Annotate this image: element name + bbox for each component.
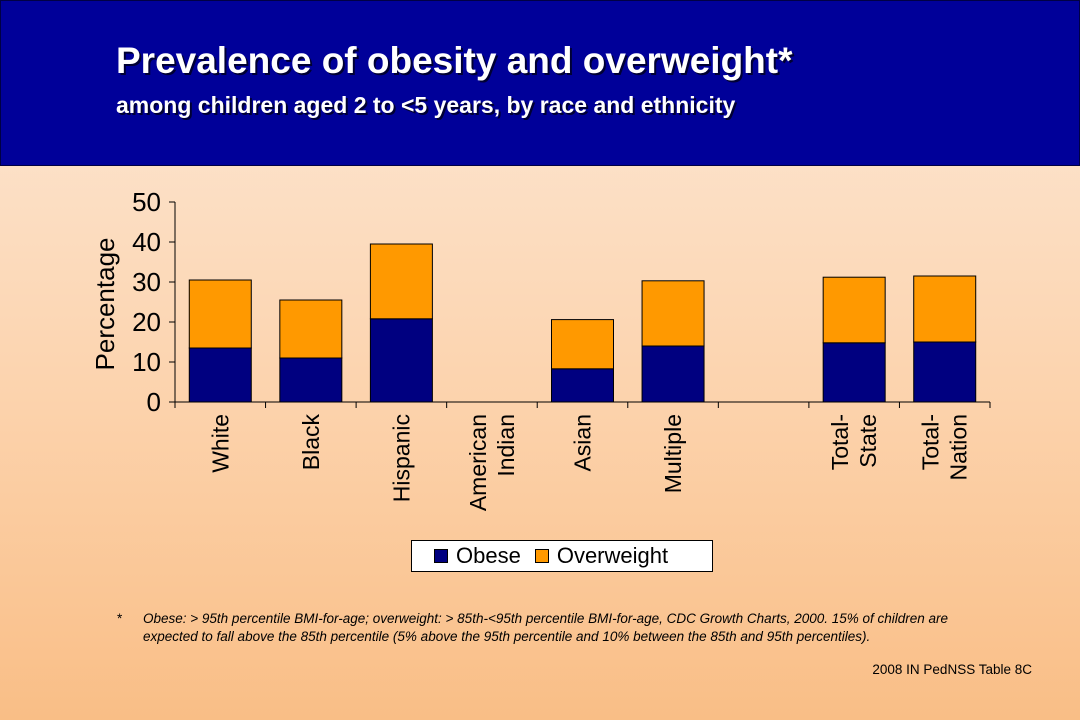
- x-tick-label: Asian: [570, 414, 596, 472]
- y-tick-label: 10: [132, 347, 161, 377]
- bar-overweight-black: [279, 299, 343, 359]
- source-citation: 2008 IN PedNSS Table 8C: [872, 662, 1032, 677]
- footnote-marker: *: [117, 611, 123, 626]
- legend-swatch-overweight: [534, 549, 549, 563]
- x-tick-label: Nation: [946, 414, 972, 480]
- page-title: Prevalence of obesity and overweight*: [116, 40, 793, 81]
- page-subtitle: among children aged 2 to <5 years, by ra…: [116, 92, 736, 118]
- bar-obese-multiple: [641, 345, 705, 403]
- y-tick-label: 50: [132, 187, 161, 217]
- y-axis-label: Percentage: [90, 238, 120, 371]
- bar-obese-white: [188, 347, 252, 403]
- x-tick-label: Total-: [918, 414, 944, 470]
- bar-overweight-hispanic: [369, 243, 433, 320]
- x-tick-label: White: [207, 414, 233, 473]
- bar-obese-black: [279, 357, 343, 403]
- bar-overweight-white: [188, 279, 252, 349]
- y-tick-label: 20: [132, 307, 161, 337]
- bar-obese-total-nation: [913, 341, 977, 403]
- y-tick-label: 40: [132, 227, 161, 257]
- bar-overweight-multiple: [641, 280, 705, 347]
- y-tick-label: 0: [147, 387, 161, 417]
- footnote: * Obese: > 95th percentile BMI-for-age; …: [117, 610, 997, 646]
- x-tick-label: Indian: [493, 414, 519, 477]
- bar-overweight-asian: [551, 319, 614, 370]
- bar-overweight-total-nation: [913, 275, 977, 343]
- bar-obese-hispanic: [369, 318, 433, 403]
- legend-item-obese: Obese: [434, 543, 521, 569]
- legend-item-overweight: Overweight: [534, 543, 669, 569]
- legend-swatch-obese: [434, 549, 448, 563]
- chart-legend: Obese Overweight: [411, 540, 713, 572]
- x-tick-label: State: [855, 414, 881, 468]
- x-tick-label: Multiple: [660, 414, 686, 493]
- footnote-text: Obese: > 95th percentile BMI-for-age; ov…: [143, 611, 949, 644]
- y-tick-label: 30: [132, 267, 161, 297]
- legend-label-obese: Obese: [456, 543, 521, 568]
- legend-label-overweight: Overweight: [556, 543, 669, 568]
- x-tick-label: Total-: [827, 414, 853, 470]
- x-tick-label: Hispanic: [388, 414, 414, 502]
- x-tick-label: Black: [298, 414, 324, 471]
- bar-obese-asian: [551, 368, 614, 403]
- bar-overweight-total-state: [822, 276, 886, 344]
- x-tick-label: American: [465, 414, 491, 511]
- bar-obese-total-state: [822, 342, 886, 403]
- title-banner: Prevalence of obesity and overweight* am…: [0, 0, 1080, 166]
